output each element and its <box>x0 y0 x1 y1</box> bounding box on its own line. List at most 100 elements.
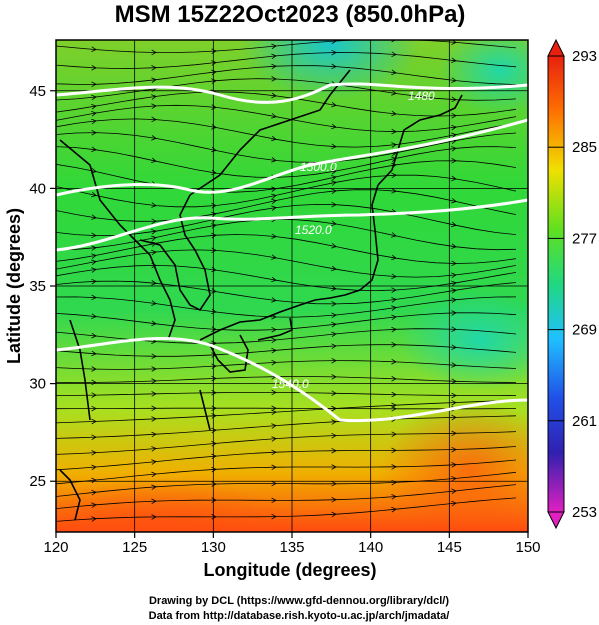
colorbar-top-arrow <box>547 38 565 57</box>
streamline-arrow <box>211 223 217 229</box>
streamline-arrow <box>391 69 397 76</box>
streamline-arrow <box>451 197 457 204</box>
coast-kyushu <box>209 334 249 373</box>
streamline-arrow <box>271 464 277 471</box>
streamline-arrow <box>331 40 337 45</box>
colorbar-scale <box>547 55 565 513</box>
streamline-arrow <box>391 172 397 179</box>
streamline-arrow <box>331 285 337 292</box>
streamline-arrow <box>151 94 157 100</box>
streamline-arrow <box>151 405 157 412</box>
streamline-arrow <box>151 135 157 141</box>
streamline-arrow <box>331 188 337 195</box>
streamline-arrow <box>451 392 457 399</box>
colorbar-ticks: 293 285 277 269 261 253 <box>548 48 597 521</box>
streamline-arrow <box>151 235 157 242</box>
streamline-arrow <box>391 464 397 470</box>
streamline-arrow <box>271 337 277 344</box>
streamline-arrow <box>151 320 157 326</box>
warm-region-southeast <box>380 400 528 532</box>
streamline-arrow <box>451 288 457 294</box>
streamline-arrow <box>151 262 157 269</box>
streamline-arrow <box>271 423 277 429</box>
streamline-arrow <box>271 513 277 520</box>
streamline-arrow <box>271 63 277 70</box>
streamline-arrow <box>451 260 457 267</box>
streamline-arrow <box>211 453 217 460</box>
streamline-arrow <box>451 112 457 119</box>
streamline-arrow <box>91 450 97 456</box>
streamline-arrow <box>91 253 97 259</box>
streamline-arrow <box>271 389 277 396</box>
streamline-arrow <box>451 132 457 139</box>
streamline-arrow <box>391 314 397 321</box>
streamline-arrow <box>151 218 157 224</box>
streamline-arrow <box>331 143 337 150</box>
streamline-arrow <box>91 477 97 484</box>
streamline-arrow <box>91 350 97 357</box>
streamline-arrow <box>271 113 277 119</box>
streamline-arrow <box>271 198 277 205</box>
streamline-arrow <box>451 175 457 182</box>
y-tick-label: 40 <box>29 180 46 197</box>
streamline-arrow <box>211 427 217 434</box>
streamline-arrow <box>151 431 157 438</box>
x-tick-label: 130 <box>201 539 226 556</box>
streamline-arrow <box>211 481 217 487</box>
streamline-arrow <box>331 481 337 487</box>
streamline-arrow <box>391 341 397 348</box>
streamline-arrow <box>391 162 397 169</box>
streamline-arrow <box>91 46 97 52</box>
streamline-arrow <box>91 259 97 266</box>
streamline-arrow <box>91 232 97 239</box>
streamline-arrow <box>271 326 277 333</box>
streamline-arrow <box>451 158 457 164</box>
streamline-arrow <box>91 118 97 125</box>
x-tick-label: 150 <box>515 539 540 556</box>
streamline-arrow <box>271 76 277 82</box>
streamline-arrow <box>331 123 337 130</box>
streamline-arrow <box>211 60 217 66</box>
streamline-arrow <box>391 40 396 43</box>
streamline-arrow <box>211 413 217 419</box>
streamline-arrow <box>391 506 397 513</box>
streamline-arrow <box>271 43 277 50</box>
streamline-arrow <box>451 414 457 421</box>
contour-label-1520: 1520.0 <box>295 223 332 237</box>
streamline-arrow <box>211 266 217 273</box>
streamline-arrow <box>211 389 217 396</box>
streamline-arrow <box>451 476 457 482</box>
colorbar-bottom-arrow <box>547 511 565 530</box>
streamline-arrow <box>91 191 97 198</box>
streamline-arrow <box>151 514 157 520</box>
streamline-arrow <box>451 378 457 384</box>
streamline-arrow <box>451 399 457 406</box>
streamline-arrow <box>211 48 217 54</box>
streamline-arrow <box>271 205 277 211</box>
streamline-arrow <box>151 353 157 359</box>
streamline-arrow <box>331 447 337 454</box>
streamline-arrow <box>91 267 97 273</box>
streamline-arrow <box>331 49 337 56</box>
x-tick-label: 145 <box>437 539 462 556</box>
streamline-arrow <box>271 135 277 142</box>
streamline-arrow <box>151 116 157 123</box>
streamline-arrow <box>271 449 277 456</box>
streamline-arrow <box>91 313 97 319</box>
streamline-arrow <box>331 331 337 338</box>
streamline-arrow <box>331 405 337 412</box>
streamline-arrow <box>331 390 337 396</box>
streamline-arrow <box>391 287 397 293</box>
streamline-arrow <box>451 362 457 368</box>
y-axis-label: Latitude (degrees) <box>4 208 24 364</box>
contour-1500 <box>56 118 528 197</box>
streamline-arrow <box>451 57 457 63</box>
streamline-arrow <box>151 103 157 109</box>
streamline-arrow <box>451 297 457 303</box>
streamline-arrow <box>91 81 97 88</box>
colorbar-tick-label: 261 <box>572 413 597 430</box>
streamline-arrow <box>451 272 457 279</box>
streamline-arrow <box>391 326 397 333</box>
credit-data: Data from http://database.rish.kyoto-u.a… <box>149 610 450 622</box>
height-contours <box>56 82 528 423</box>
